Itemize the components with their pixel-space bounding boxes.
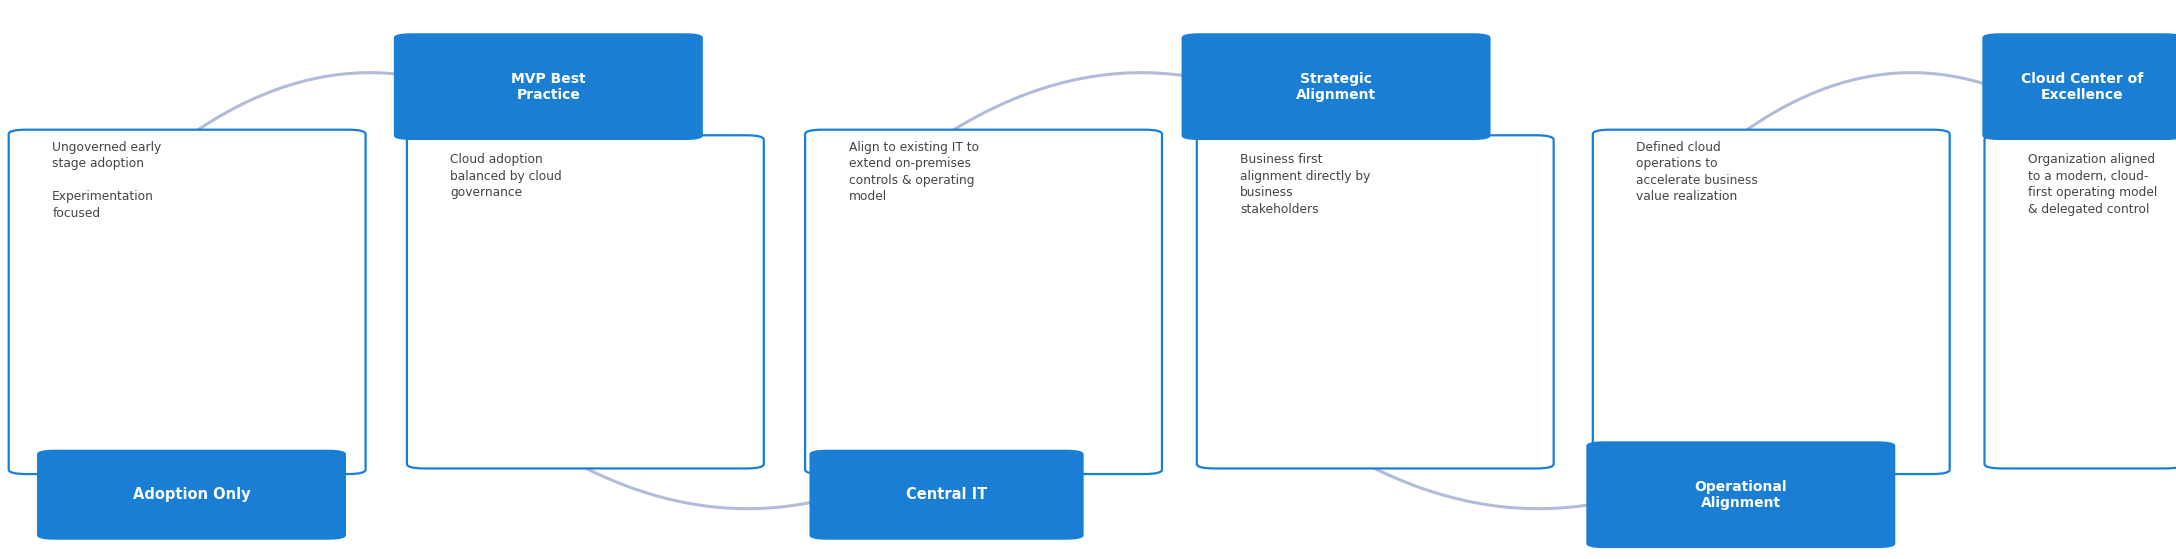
FancyBboxPatch shape bbox=[9, 130, 366, 474]
FancyBboxPatch shape bbox=[805, 130, 1162, 474]
FancyBboxPatch shape bbox=[1182, 34, 1491, 140]
FancyBboxPatch shape bbox=[809, 449, 1084, 540]
Text: Align to existing IT to
extend on-premises
controls & operating
model: Align to existing IT to extend on-premis… bbox=[849, 141, 979, 203]
Text: Strategic
Alignment: Strategic Alignment bbox=[1297, 72, 1375, 102]
Text: Operational
Alignment: Operational Alignment bbox=[1695, 480, 1786, 510]
Text: Cloud Center of
Excellence: Cloud Center of Excellence bbox=[2022, 72, 2143, 102]
FancyBboxPatch shape bbox=[1593, 130, 1950, 474]
Text: Ungoverned early
stage adoption

Experimentation
focused: Ungoverned early stage adoption Experime… bbox=[52, 141, 161, 220]
FancyBboxPatch shape bbox=[1985, 135, 2176, 468]
Text: MVP Best
Practice: MVP Best Practice bbox=[511, 72, 585, 102]
FancyBboxPatch shape bbox=[407, 135, 764, 468]
FancyBboxPatch shape bbox=[1982, 34, 2176, 140]
Text: Organization aligned
to a modern, cloud-
first operating model
& delegated contr: Organization aligned to a modern, cloud-… bbox=[2028, 153, 2156, 216]
FancyBboxPatch shape bbox=[394, 34, 703, 140]
FancyBboxPatch shape bbox=[37, 449, 346, 540]
Text: Business first
alignment directly by
business
stakeholders: Business first alignment directly by bus… bbox=[1240, 153, 1371, 216]
FancyBboxPatch shape bbox=[1586, 442, 1895, 548]
Text: Adoption Only: Adoption Only bbox=[133, 487, 250, 502]
Text: Defined cloud
operations to
accelerate business
value realization: Defined cloud operations to accelerate b… bbox=[1636, 141, 1758, 203]
Text: Cloud adoption
balanced by cloud
governance: Cloud adoption balanced by cloud governa… bbox=[450, 153, 561, 199]
FancyBboxPatch shape bbox=[1197, 135, 1554, 468]
Text: Central IT: Central IT bbox=[905, 487, 988, 502]
